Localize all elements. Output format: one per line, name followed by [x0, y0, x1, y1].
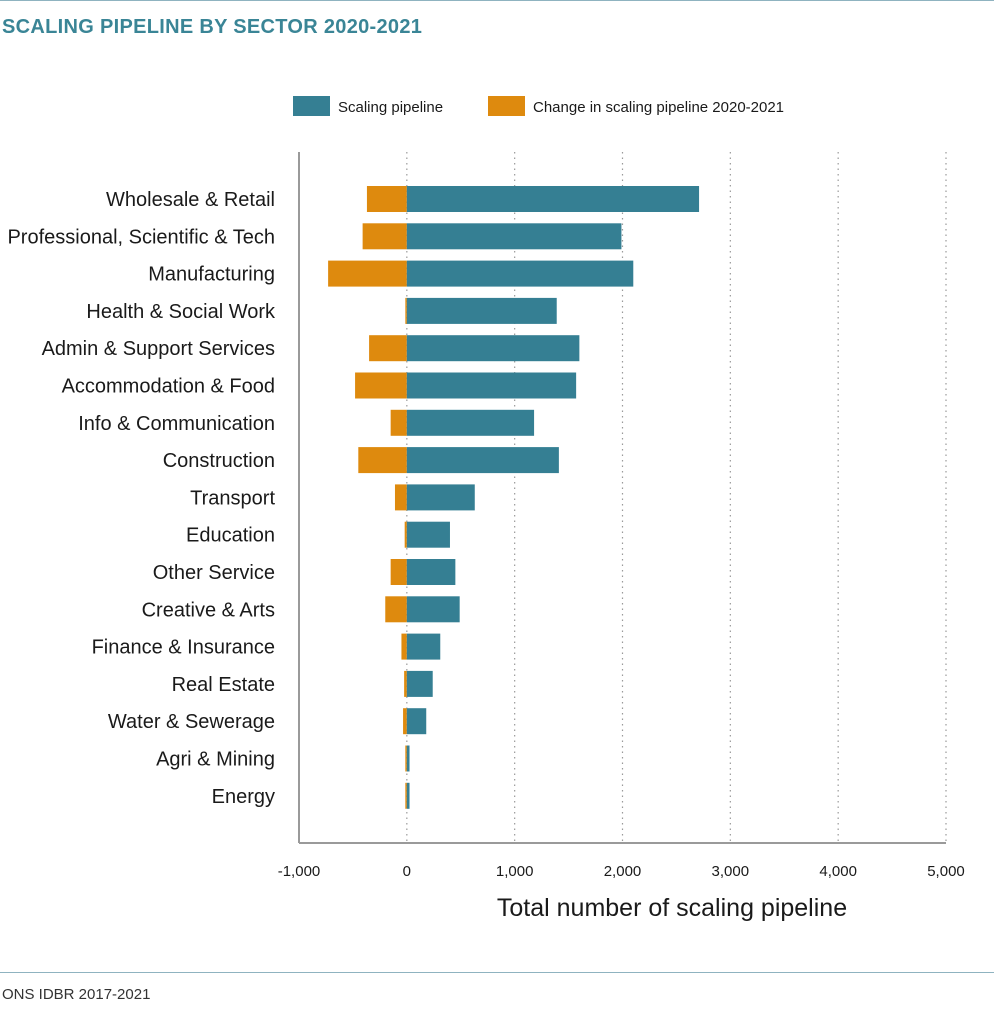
- category-label: Agri & Mining: [156, 749, 275, 771]
- category-label: Professional, Scientific & Tech: [7, 226, 275, 248]
- bar-chart: Scaling pipeline Change in scaling pipel…: [7, 96, 965, 922]
- change-bar: [404, 670, 407, 697]
- x-tick-label: -1,000: [278, 863, 321, 880]
- scaling-bar: [406, 409, 535, 436]
- change-bar: [405, 297, 407, 324]
- category-label: Water & Sewerage: [108, 711, 275, 733]
- x-tick-label: 4,000: [819, 863, 857, 880]
- change-bar: [369, 335, 407, 362]
- legend-swatch-scaling: [293, 96, 330, 116]
- scaling-bar: [406, 223, 622, 250]
- change-bar: [385, 596, 407, 623]
- change-bar: [366, 186, 407, 212]
- scaling-bar: [406, 708, 427, 735]
- top-rule: [0, 0, 994, 1]
- category-label: Construction: [163, 450, 275, 472]
- category-labels: Wholesale & Retail Professional, Scientif…: [7, 189, 276, 808]
- change-bar: [328, 260, 407, 287]
- change-bar: [390, 409, 407, 436]
- x-tick-label: 5,000: [927, 863, 965, 880]
- category-label: Transport: [190, 487, 275, 509]
- x-tick-label: 2,000: [604, 863, 642, 880]
- change-bar: [358, 447, 407, 474]
- change-bar: [403, 708, 407, 735]
- change-bar: [401, 633, 407, 660]
- bottom-rule: [0, 972, 994, 973]
- legend-label-scaling: Scaling pipeline: [338, 99, 443, 116]
- change-bar: [390, 559, 407, 585]
- x-tick-label: 3,000: [712, 863, 750, 880]
- scaling-bar: [406, 782, 410, 809]
- category-label: Manufacturing: [148, 264, 275, 286]
- scaling-bar: [406, 596, 460, 623]
- legend-swatch-change: [488, 96, 525, 116]
- gridlines: [406, 152, 947, 843]
- scaling-bar: [406, 670, 433, 697]
- change-bar: [405, 782, 407, 809]
- category-label: Finance & Insurance: [92, 637, 275, 659]
- change-bars: [328, 186, 407, 809]
- source-note: ONS IDBR 2017-2021: [2, 986, 151, 1003]
- category-label: Health & Social Work: [86, 301, 276, 323]
- category-label: Energy: [212, 786, 275, 808]
- scaling-bar: [406, 186, 700, 212]
- x-tick-labels: -1,000 0 1,000 2,000 3,000 4,000 5,000: [278, 863, 965, 880]
- chart-title: SCALING PIPELINE BY SECTOR 2020-2021: [2, 16, 423, 38]
- scaling-bar: [406, 260, 634, 287]
- change-bar: [404, 521, 407, 548]
- category-label: Real Estate: [172, 674, 275, 696]
- x-axis-title: Total number of scaling pipeline: [497, 894, 847, 922]
- category-label: Admin & Support Services: [42, 338, 275, 360]
- scaling-bars: [406, 186, 700, 809]
- scaling-bar: [406, 447, 559, 474]
- x-tick-label: 0: [403, 863, 411, 880]
- change-bar: [394, 484, 407, 511]
- change-bar: [362, 223, 407, 250]
- category-label: Other Service: [153, 562, 275, 584]
- scaling-bar: [406, 297, 557, 324]
- change-bar: [355, 372, 407, 399]
- scaling-bar: [406, 372, 577, 399]
- change-bar: [405, 745, 407, 772]
- scaling-bar: [406, 745, 410, 772]
- category-label: Info & Communication: [78, 413, 275, 435]
- category-label: Wholesale & Retail: [106, 189, 275, 211]
- scaling-bar: [406, 484, 475, 511]
- scaling-bar: [406, 559, 456, 585]
- category-label: Creative & Arts: [142, 599, 275, 621]
- scaling-bar: [406, 521, 450, 548]
- legend: Scaling pipeline Change in scaling pipel…: [293, 96, 784, 116]
- legend-label-change: Change in scaling pipeline 2020-2021: [533, 99, 784, 116]
- category-label: Accommodation & Food: [62, 376, 275, 398]
- x-tick-label: 1,000: [496, 863, 534, 880]
- scaling-bar: [406, 633, 441, 660]
- scaling-bar: [406, 335, 580, 362]
- category-label: Education: [186, 525, 275, 547]
